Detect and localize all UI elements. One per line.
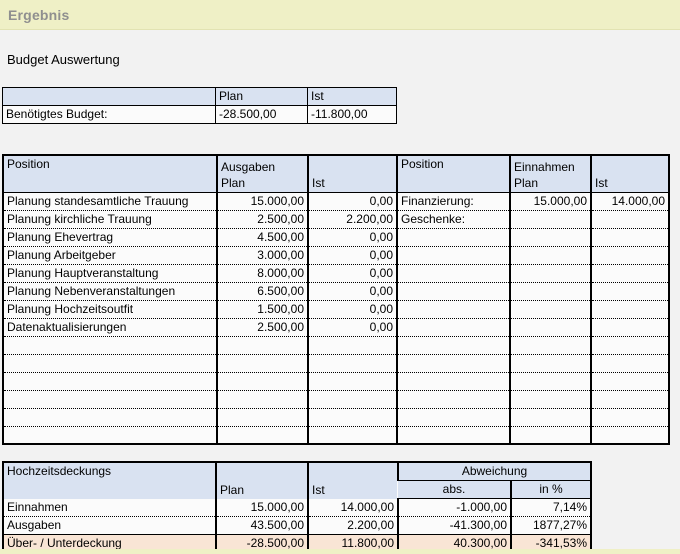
expense-ist: 0,00 — [307, 263, 397, 282]
expense-ist: 0,00 — [307, 299, 397, 318]
coverage-row-label: Ausgaben — [7, 518, 62, 532]
expense-ist: 0,00 — [307, 227, 397, 246]
income-plan — [509, 209, 591, 228]
position-row: Planung kirchliche Trauung 2.500,00 2.20… — [3, 209, 669, 228]
position-row: Planung Ehevertrag 4.500,00 0,00 — [3, 227, 669, 246]
expenses-plan-header: Ausgaben Plan — [216, 155, 308, 193]
position-row: Datenaktualisierungen 2.500,00 0,00 — [3, 317, 669, 336]
expense-plan: 3.000,00 — [216, 245, 308, 264]
coverage-plan-header: Plan — [215, 462, 308, 499]
budget-summary-table: Plan Ist Benötigtes Budget: -28.500,00 -… — [2, 87, 397, 124]
expense-label: Planung Nebenveranstaltungen — [3, 281, 217, 300]
position-row: Planung Arbeitgeber 3.000,00 0,00 — [3, 245, 669, 264]
budget-summary-label: Benötigtes Budget: — [2, 105, 216, 124]
coverage-pct-value: 1877,27% — [509, 516, 592, 535]
position-row: Planung standesamtliche Trauung 15.000,0… — [3, 191, 669, 210]
expense-plan: 15.000,00 — [216, 191, 308, 210]
bottom-section-band — [0, 549, 680, 554]
empty-position-row — [3, 335, 669, 354]
expense-label: Planung Hochzeitsoutfit — [3, 299, 217, 318]
budget-summary-empty-header-cell — [2, 87, 216, 106]
income-label: Finanzierung: — [396, 191, 510, 210]
coverage-pct-value: -341,53% — [509, 534, 592, 553]
expense-label: Datenaktualisierungen — [3, 317, 217, 336]
income-position-header: Position — [396, 155, 510, 193]
expense-plan: 2.500,00 — [216, 317, 308, 336]
expense-ist: 2.200,00 — [307, 209, 397, 228]
income-group-label: Einnahmen — [514, 159, 575, 174]
coverage-summary-table: Hochzeitsdeckungs Plan Ist Abweichung ab… — [2, 461, 593, 554]
coverage-row-label: Über- / Unterdeckung — [3, 534, 216, 553]
expense-label: Planung standesamtliche Trauung — [3, 191, 217, 210]
budget-summary-header-row: Plan Ist — [2, 87, 397, 106]
coverage-plan-value: 43.500,00 — [215, 516, 308, 535]
expense-plan: 6.500,00 — [216, 281, 308, 300]
income-plan: 15.000,00 — [509, 191, 591, 210]
income-ist — [590, 209, 669, 228]
expense-ist: 0,00 — [307, 281, 397, 300]
expense-label: Planung kirchliche Trauung — [3, 209, 217, 228]
budget-summary-ist-value: -11.800,00 — [307, 105, 397, 124]
coverage-abs-value: -1.000,00 — [397, 498, 511, 517]
income-ist: 14.000,00 — [590, 191, 669, 210]
empty-position-row — [3, 353, 669, 372]
expense-label: Planung Ehevertrag — [3, 227, 217, 246]
empty-position-row — [3, 407, 669, 426]
coverage-pct-value: 7,14% — [509, 498, 592, 517]
income-plan-header: Einnahmen Plan — [509, 155, 591, 193]
coverage-abs-value: -41.300,00 — [397, 516, 511, 535]
expense-label: Planung Hauptveranstaltung — [3, 263, 217, 282]
budget-summary-plan-header: Plan — [215, 87, 308, 106]
coverage-plan-value: 15.000,00 — [215, 498, 308, 517]
coverage-abs-value: 40.300,00 — [397, 534, 511, 553]
expenses-position-header: Position — [3, 155, 217, 193]
coverage-abs-header: abs. — [398, 480, 511, 499]
positions-table-body: Position Ausgaben Plan Ist Position Einn… — [3, 155, 669, 444]
coverage-ist-value: 14.000,00 — [307, 498, 398, 517]
coverage-plan-value: -28.500,00 — [215, 534, 308, 553]
report-subtitle: Budget Auswertung — [7, 52, 120, 67]
coverage-row-einnahmen: Einnahmen 15.000,00 14.000,00 -1.000,00 … — [3, 498, 592, 517]
expenses-ist-header: Ist — [307, 155, 397, 193]
expense-ist: 0,00 — [307, 191, 397, 210]
income-plan-label: Plan — [514, 175, 539, 190]
positions-header-row: Position Ausgaben Plan Ist Position Einn… — [3, 155, 669, 193]
coverage-row-label: Einnahmen — [3, 498, 216, 517]
section-header-band: Ergebnis — [0, 0, 680, 30]
expense-label: Planung Arbeitgeber — [3, 245, 217, 264]
position-row: Planung Nebenveranstaltungen 6.500,00 0,… — [3, 281, 669, 300]
expense-ist: 0,00 — [307, 245, 397, 264]
budget-summary-ist-header: Ist — [307, 87, 397, 106]
coverage-ist-value: 11.800,00 — [307, 534, 398, 553]
coverage-ist-header: Ist — [307, 462, 398, 499]
coverage-row-ausgaben: Ausgaben 43.500,00 2.200,00 -41.300,00 1… — [3, 516, 592, 535]
coverage-header-row-1: Hochzeitsdeckungs Plan Ist Abweichung — [3, 462, 592, 499]
expense-plan: 1.500,00 — [216, 299, 308, 318]
coverage-row-total: Über- / Unterdeckung -28.500,00 11.800,0… — [3, 534, 592, 553]
expense-plan: 4.500,00 — [216, 227, 308, 246]
coverage-title: Hochzeitsdeckungs — [3, 462, 216, 499]
position-row: Planung Hochzeitsoutfit 1.500,00 0,00 — [3, 299, 669, 318]
budget-summary-plan-value: -28.500,00 — [215, 105, 308, 124]
coverage-ist-value: 2.200,00 — [307, 516, 398, 535]
income-ist-header: Ist — [590, 155, 669, 193]
budget-summary-data-row: Benötigtes Budget: -28.500,00 -11.800,00 — [2, 105, 397, 124]
expense-plan: 8.000,00 — [216, 263, 308, 282]
empty-position-row — [3, 389, 669, 408]
positions-table: Position Ausgaben Plan Ist Position Einn… — [2, 154, 670, 445]
coverage-pct-header: in % — [509, 480, 592, 499]
empty-position-row — [3, 425, 669, 444]
page-title: Ergebnis — [8, 6, 70, 23]
expense-plan: 2.500,00 — [216, 209, 308, 228]
position-row: Planung Hauptveranstaltung 8.000,00 0,00 — [3, 263, 669, 282]
coverage-header-row-2: abs. in % — [3, 480, 592, 499]
expenses-plan-label: Plan — [221, 175, 246, 190]
coverage-deviation-header: Abweichung — [396, 462, 592, 481]
income-label: Geschenke: — [396, 209, 510, 228]
empty-position-row — [3, 371, 669, 390]
expense-ist: 0,00 — [307, 317, 397, 336]
expenses-group-label: Ausgaben — [221, 159, 276, 174]
